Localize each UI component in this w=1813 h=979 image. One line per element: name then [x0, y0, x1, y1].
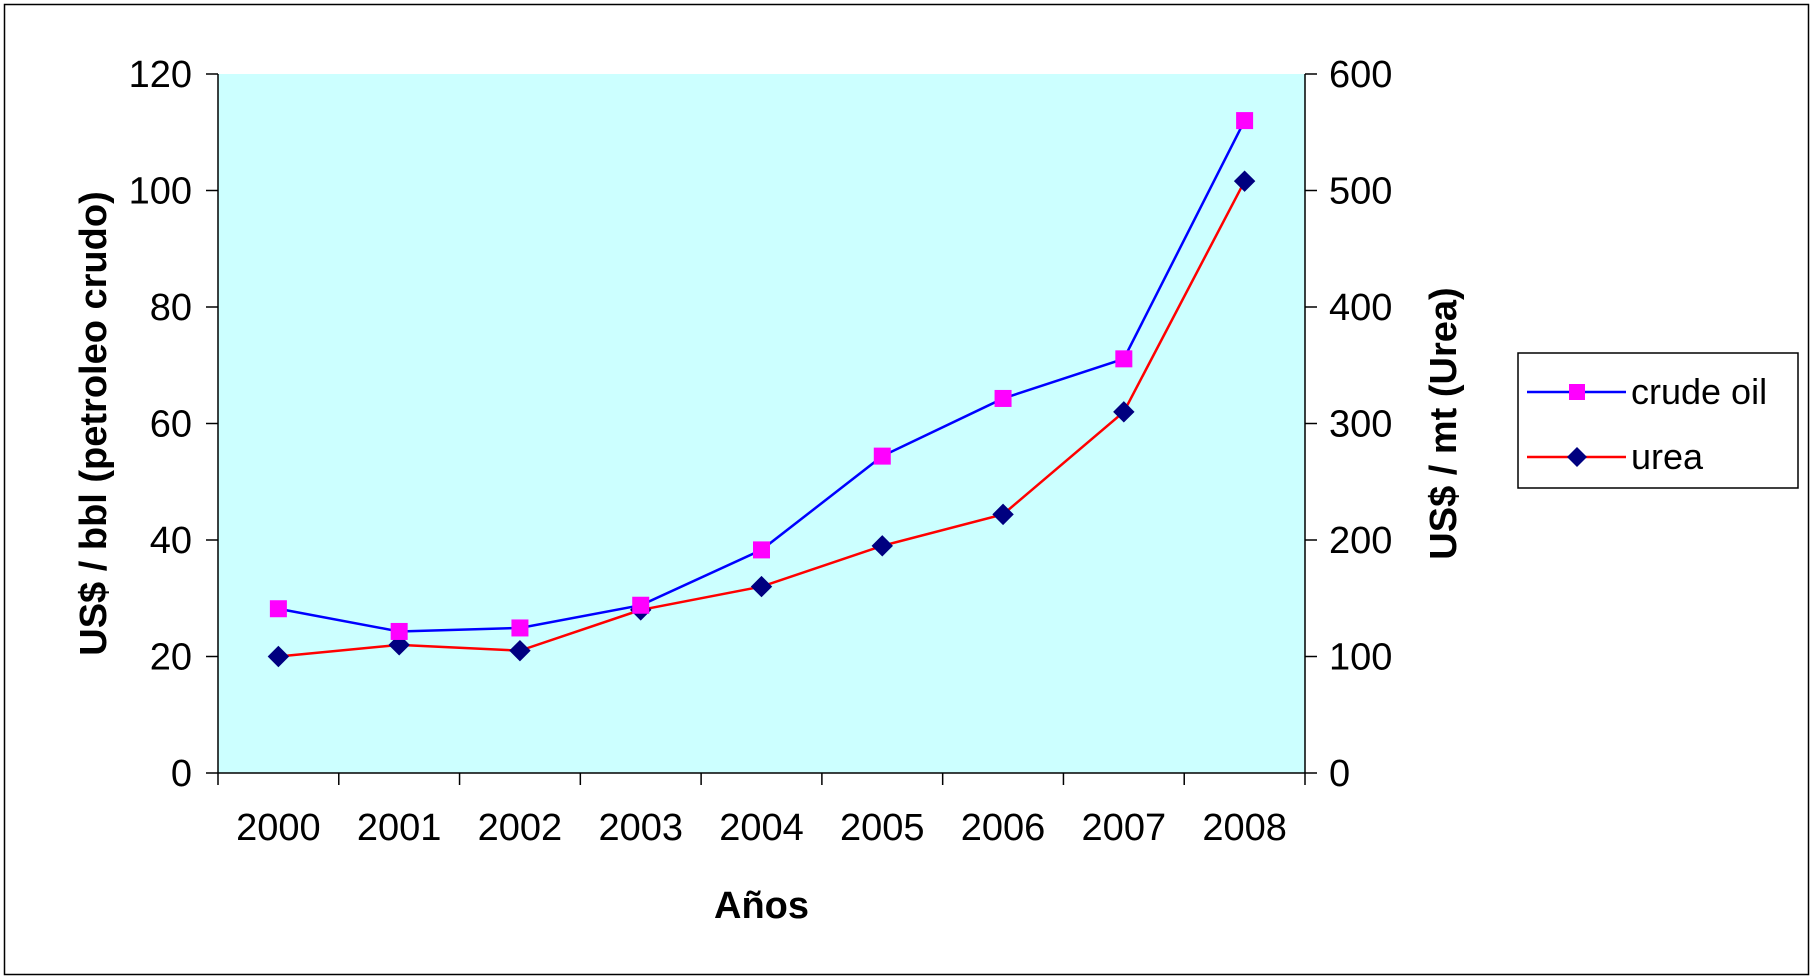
legend-label-urea: urea	[1631, 436, 1704, 477]
data-point-urea	[871, 535, 893, 557]
y-right-tick-label: 600	[1329, 54, 1392, 96]
legend-marker-crude-oil	[1569, 384, 1585, 400]
y-left-tick-label: 120	[129, 54, 192, 96]
axes	[206, 73, 1317, 785]
x-tick-label: 2000	[236, 807, 321, 849]
plot-area	[218, 74, 1305, 773]
x-tick-label: 2002	[478, 807, 563, 849]
data-point-crude-oil	[753, 541, 770, 559]
legend-marker-urea	[1567, 447, 1587, 467]
data-point-urea	[267, 645, 290, 668]
data-point-urea	[1233, 170, 1256, 192]
y-right-tick-label: 500	[1329, 171, 1392, 213]
y-axis-left-title: US$ / bbl (petroleo crudo)	[73, 191, 115, 655]
x-tick-label: 2006	[961, 807, 1046, 849]
y-left-tick-label: 80	[150, 287, 192, 329]
x-tick-label: 2008	[1202, 807, 1287, 849]
data-point-urea	[750, 575, 773, 598]
tick-labels: 0 20 40 60 80 100 120 0 100 200 300 400 500 600 2000 20…	[129, 54, 1393, 849]
data-point-crude-oil	[994, 389, 1012, 407]
y-right-tick-label: 200	[1329, 520, 1392, 562]
x-tick-label: 2004	[719, 807, 804, 849]
x-axis-title: Años	[714, 885, 809, 927]
x-tick-label: 2005	[840, 807, 925, 849]
y-right-tick-label: 400	[1329, 287, 1392, 329]
legend: crude oil urea	[1517, 352, 1799, 489]
x-tick-label: 2003	[598, 807, 683, 849]
x-tick-label: 2007	[1082, 807, 1167, 849]
legend-label-crude-oil: crude oil	[1631, 371, 1767, 412]
y-left-tick-label: 20	[150, 637, 192, 679]
data-point-urea	[1113, 401, 1135, 423]
data-point-urea	[992, 503, 1014, 526]
data-point-crude-oil	[1115, 350, 1133, 368]
y-right-tick-label: 0	[1329, 753, 1350, 795]
y-left-tick-label: 60	[150, 404, 192, 446]
y-left-tick-label: 100	[129, 171, 192, 213]
data-point-crude-oil	[632, 596, 650, 614]
data-point-crude-oil	[1236, 112, 1254, 130]
data-point-urea	[509, 639, 531, 662]
data-point-crude-oil	[269, 600, 287, 618]
data-point-crude-oil	[390, 622, 408, 640]
legend-box	[1517, 352, 1799, 489]
y-axis-right-title: US$ / mt (Urea)	[1423, 287, 1465, 559]
y-left-tick-label: 0	[171, 753, 192, 795]
data-point-crude-oil	[511, 619, 529, 637]
y-right-tick-label: 300	[1329, 404, 1392, 446]
data-point-crude-oil	[873, 447, 891, 465]
y-left-tick-label: 40	[150, 520, 192, 562]
y-right-tick-label: 100	[1329, 637, 1392, 679]
series-layer	[267, 112, 1256, 668]
x-tick-label: 2001	[357, 807, 442, 849]
